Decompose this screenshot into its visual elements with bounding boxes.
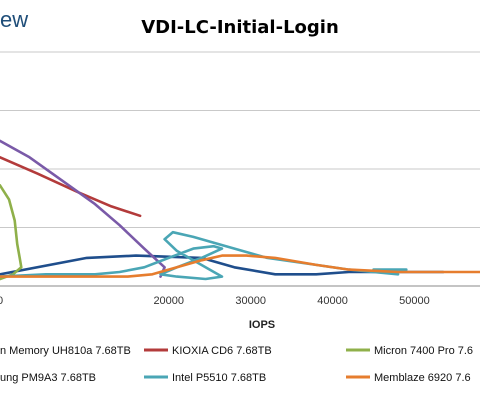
x-axis: 0 20000 30000 40000 50000 <box>0 285 480 307</box>
series-line <box>0 254 480 278</box>
series-lines <box>0 139 480 281</box>
x-axis-label: IOPS <box>249 319 275 331</box>
series-line <box>0 184 23 281</box>
legend: n Memory UH810a 7.68TB KIOXIA CD6 7.68TB M… <box>0 345 473 384</box>
x-tick-label: 50000 <box>399 295 430 307</box>
legend-label: ung PM9A3 7.68TB <box>0 372 96 384</box>
brand-logo-text: ew <box>0 7 28 32</box>
x-tick-label: 40000 <box>317 295 348 307</box>
x-tick-label: 0 <box>0 295 3 307</box>
legend-label: Micron 7400 Pro 7.6 <box>374 345 473 357</box>
chart-title: VDI-LC-Initial-Login <box>141 17 339 38</box>
x-tick-label: 20000 <box>153 295 184 307</box>
gridlines <box>0 51 480 228</box>
legend-label: n Memory UH810a 7.68TB <box>0 345 131 357</box>
legend-label: KIOXIA CD6 7.68TB <box>172 345 272 357</box>
legend-label: Memblaze 6920 7.6 <box>374 372 471 384</box>
legend-label: Intel P5510 7.68TB <box>172 372 266 384</box>
x-tick-label: 30000 <box>235 295 266 307</box>
series-line <box>0 139 166 278</box>
